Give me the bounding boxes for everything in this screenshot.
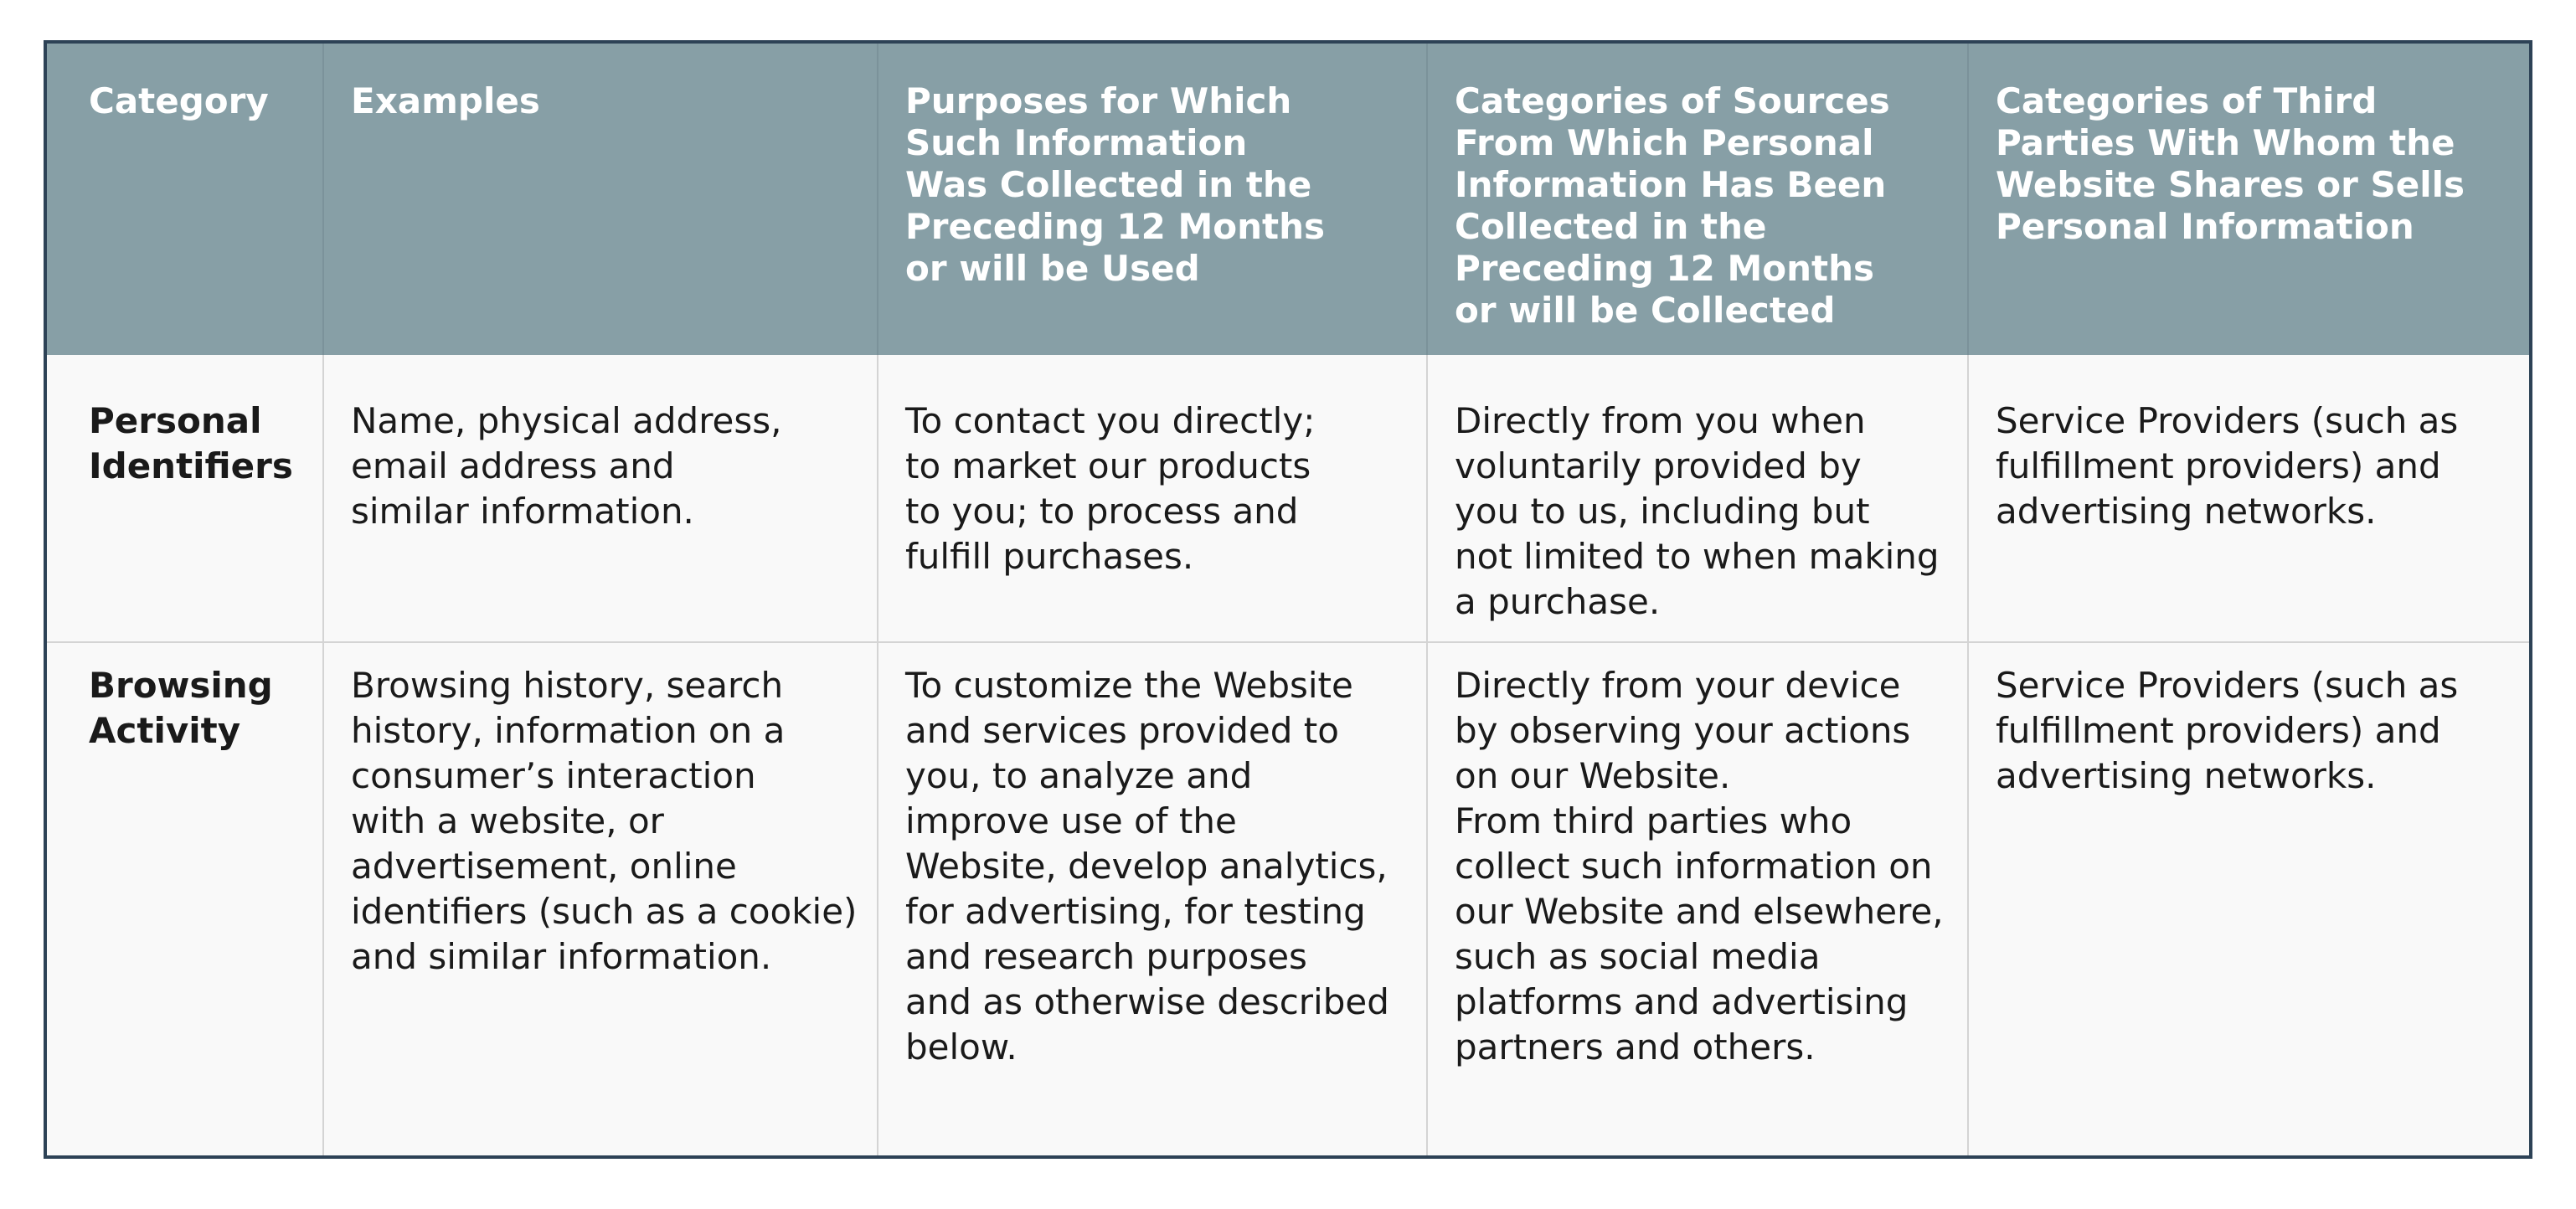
cell-purposes: To contact you directly; to market our p… <box>877 355 1427 642</box>
privacy-disclosure-table: Category Examples Purposes for Which Suc… <box>44 40 2532 1159</box>
cell-purposes: To customize the Website and services pr… <box>877 641 1427 1155</box>
cell-third-parties: Service Providers (such as fulfillment p… <box>1967 355 2529 642</box>
header-purposes: Purposes for Which Such Information Was … <box>877 44 1427 355</box>
cell-category: Personal Identifiers <box>89 400 293 486</box>
header-third-parties: Categories of Third Parties With Whom th… <box>1967 44 2529 355</box>
table-row: Browsing Activity Browsing history, sear… <box>47 641 2529 1155</box>
table-header: Category Examples Purposes for Which Suc… <box>47 44 2529 355</box>
cell-sources: Directly from your device by observing y… <box>1426 641 1968 1155</box>
cell-examples: Name, physical address, email address an… <box>322 355 878 642</box>
cell-category: Browsing Activity <box>47 641 323 1155</box>
cell-third-parties: Service Providers (such as fulfillment p… <box>1967 641 2529 1155</box>
table-row: Personal Identifiers Name, physical addr… <box>47 355 2529 642</box>
header-examples: Examples <box>322 44 878 355</box>
category-table: Category Examples Purposes for Which Suc… <box>47 44 2529 1155</box>
header-category: Category <box>47 44 323 355</box>
table-body: Personal Identifiers Name, physical addr… <box>47 355 2529 1155</box>
header-sources: Categories of Sources From Which Persona… <box>1426 44 1968 355</box>
cell-examples: Browsing history, search history, inform… <box>322 641 878 1155</box>
header-row: Category Examples Purposes for Which Suc… <box>47 44 2529 355</box>
cell-sources: Directly from you when voluntarily provi… <box>1426 355 1968 642</box>
